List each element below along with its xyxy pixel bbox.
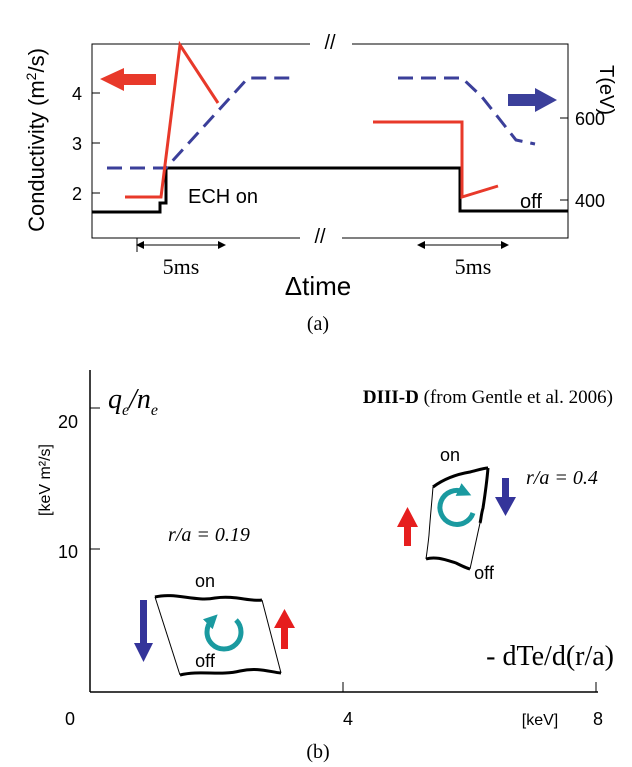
temperature-trace-left bbox=[107, 76, 292, 170]
temperature-trace-right bbox=[398, 76, 536, 146]
loop2-radius-label: r/a = 0.4 bbox=[526, 467, 598, 489]
axis-break-top: // bbox=[324, 32, 336, 54]
ech-pulse-line bbox=[92, 166, 568, 214]
loop2-left-edge bbox=[425, 486, 434, 560]
ylabel-conductivity: Conductivity (m2/s) bbox=[23, 48, 49, 232]
loop1-off-label: off bbox=[195, 651, 216, 671]
ytick-right-600: 600 bbox=[575, 109, 605, 129]
conductivity-trace-right bbox=[373, 120, 499, 200]
xtick-4: 4 bbox=[343, 709, 353, 729]
conductivity-axis-arrow bbox=[100, 68, 156, 91]
xlabel-delta-time: Δtime bbox=[285, 271, 352, 301]
loop2-up-arrow bbox=[397, 507, 418, 546]
caption-b: (b) bbox=[306, 741, 329, 763]
ech-off-label: off bbox=[520, 191, 542, 213]
ytick-10: 10 bbox=[58, 542, 78, 562]
xtick-0: 0 bbox=[65, 709, 75, 729]
loop1-on-label: on bbox=[195, 571, 215, 591]
loop2-down-arrow bbox=[495, 478, 516, 516]
loop1-bottom-edge bbox=[179, 667, 282, 677]
duration-label-right: 5ms bbox=[455, 254, 492, 279]
ech-on-label: ECH on bbox=[188, 186, 258, 208]
ylabel-temperature: T(eV) bbox=[595, 65, 617, 115]
ytick-20: 20 bbox=[58, 412, 78, 432]
source-label: DIII-D (from Gentle et al. 2006) bbox=[363, 387, 613, 408]
temperature-axis-arrow bbox=[508, 88, 557, 112]
panel-a-frame bbox=[91, 43, 569, 239]
ytick-left-2: 2 bbox=[72, 184, 82, 204]
loop1-up-arrow bbox=[274, 609, 295, 649]
xlabel-gradient: - dTe/d(r/a) bbox=[486, 641, 614, 672]
caption-a: (a) bbox=[307, 313, 329, 335]
loop2-on-label: on bbox=[440, 445, 460, 465]
axis-break-bottom: // bbox=[314, 226, 326, 248]
panel-a: // // 4 3 2 Conductivity (m2/s) 600 400 … bbox=[23, 32, 617, 335]
loop2-top-edge bbox=[432, 466, 489, 489]
loop1-radius-label: r/a = 0.19 bbox=[168, 524, 250, 546]
ylabel-qe-ne: qe/ne bbox=[108, 384, 158, 419]
ytick-right-400: 400 bbox=[575, 191, 605, 211]
loop2-right-edge bbox=[478, 467, 490, 524]
loop1-cycle-arrow bbox=[202, 614, 244, 652]
conductivity-trace-left bbox=[125, 40, 220, 199]
loop2-bottom-edge bbox=[425, 556, 471, 571]
ytick-left-4: 4 bbox=[72, 84, 82, 104]
ytick-left-3: 3 bbox=[72, 134, 82, 154]
loop1-down-arrow bbox=[134, 600, 153, 662]
xunits: [keV] bbox=[522, 712, 558, 729]
duration-label-left: 5ms bbox=[163, 254, 200, 279]
panel-b: 20 10 0 4 8 [keV] [keV m²/s] qe/ne DIII-… bbox=[37, 370, 614, 763]
loop2-off-label: off bbox=[474, 563, 495, 583]
loop2-cycle-arrow bbox=[437, 483, 476, 527]
xtick-8: 8 bbox=[593, 709, 603, 729]
loop1-top-edge bbox=[154, 594, 263, 602]
yunits: [keV m²/s] bbox=[37, 444, 54, 516]
